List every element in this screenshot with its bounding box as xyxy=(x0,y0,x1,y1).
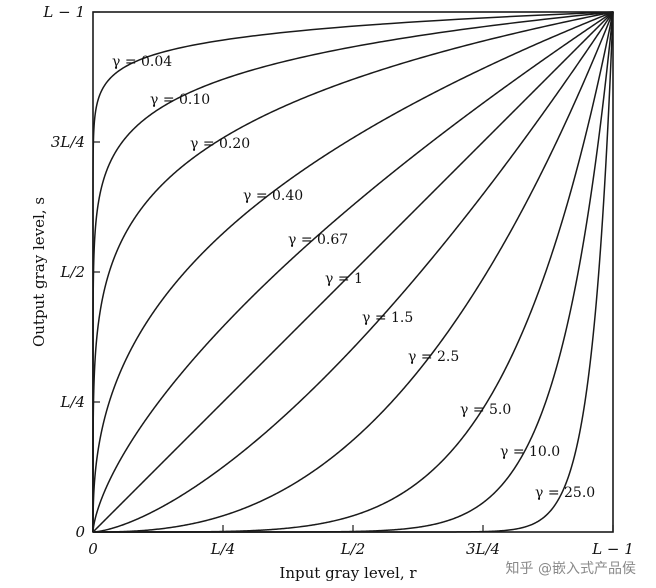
labels-layer: γ = 0.04 γ = 0.10 γ = 0.20 γ = 0.40 γ = 0.67… xyxy=(112,54,595,501)
curve-label: γ = 0.67 xyxy=(288,232,348,248)
curve-label: γ = 0.20 xyxy=(190,136,250,152)
y-tick-label: L/2 xyxy=(59,263,85,281)
curve-label: γ = 0.40 xyxy=(243,188,303,204)
curve-label: γ = 1 xyxy=(325,271,363,287)
y-tick-label: 3L/4 xyxy=(51,133,85,151)
curve-label: γ = 5.0 xyxy=(460,402,511,418)
x-tick-label: L/4 xyxy=(210,540,236,558)
y-axis-title: Output gray level, s xyxy=(30,197,48,347)
curve-label: γ = 0.10 xyxy=(150,92,210,108)
curve-gamma-1-5 xyxy=(92,11,614,533)
curve-label: γ = 25.0 xyxy=(535,485,595,501)
y-tick-label: L/4 xyxy=(59,393,85,411)
curve-label: γ = 10.0 xyxy=(500,444,560,460)
curve-gamma-0-67 xyxy=(92,11,614,533)
curve-gamma-2-5 xyxy=(93,11,614,533)
x-axis-title: Input gray level, r xyxy=(279,564,417,582)
curve-gamma-1 xyxy=(92,11,614,533)
y-tick-label: L − 1 xyxy=(42,3,85,21)
x-tick-label: 0 xyxy=(88,540,98,558)
curve-label: γ = 2.5 xyxy=(408,349,459,365)
curve-gamma-0-4 xyxy=(92,11,614,532)
curve-label: γ = 0.04 xyxy=(112,54,172,70)
x-tick-label: L/2 xyxy=(340,540,366,558)
curve-label: γ = 1.5 xyxy=(362,310,413,326)
y-tick-label: 0 xyxy=(75,523,85,541)
x-tick-label: L − 1 xyxy=(591,540,634,558)
x-tick-label: 3L/4 xyxy=(466,540,500,558)
watermark: 知乎 @嵌入式产品侯 xyxy=(505,561,636,577)
ticks-layer: 0 L/4 L/2 3L/4 L − 1 0 L/4 L/2 3L/4 L − 1 xyxy=(42,3,633,558)
